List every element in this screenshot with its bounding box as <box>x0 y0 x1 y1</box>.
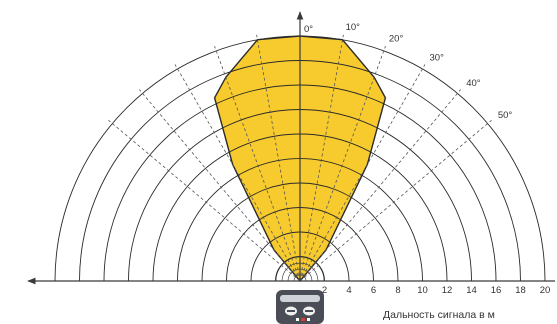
distance-tick-label: 14 <box>466 285 477 296</box>
distance-tick-label: 10 <box>417 285 428 296</box>
angle-label: 40° <box>466 78 481 89</box>
distance-tick-label: 8 <box>395 285 400 296</box>
distance-tick-label: 6 <box>371 285 376 296</box>
angle-label: 50° <box>498 110 513 121</box>
angle-label: 30° <box>430 52 445 63</box>
angle-label: 10° <box>346 22 361 33</box>
distance-tick-label: 20 <box>540 285 551 296</box>
motion-sensor-icon <box>276 290 324 324</box>
distance-tick-label: 18 <box>515 285 526 296</box>
distance-tick-label: 4 <box>346 285 351 296</box>
angle-labels: 0° 10° 20° 30° 40° 50° <box>304 22 512 121</box>
range-axis-caption: Дальность сигнала в м <box>383 309 495 321</box>
angle-label: 20° <box>389 34 404 45</box>
distance-tick-labels: 2 4 6 8 10 12 14 16 18 20 <box>322 285 550 296</box>
distance-tick-label: 12 <box>442 285 453 296</box>
axes <box>27 11 555 285</box>
distance-tick-label: 16 <box>491 285 502 296</box>
distance-tick-label: 2 <box>322 285 327 296</box>
angle-label: 0° <box>304 24 313 35</box>
